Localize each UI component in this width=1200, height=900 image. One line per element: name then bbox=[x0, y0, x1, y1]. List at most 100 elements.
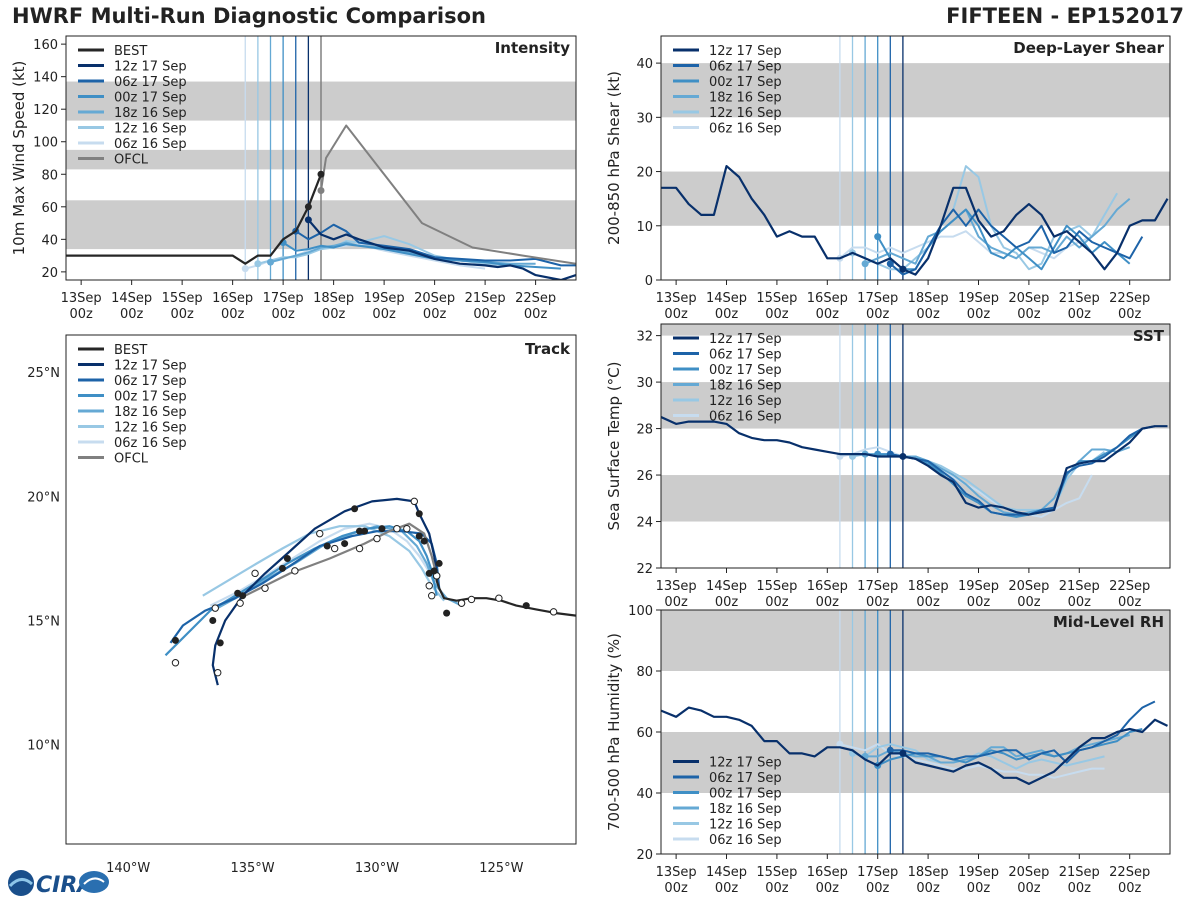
shear-y-tick-label: 30 bbox=[636, 111, 653, 126]
shear-x-tick-label: 13Sep bbox=[656, 291, 697, 306]
track-legend-label: 12z 17 Sep bbox=[114, 359, 187, 374]
intensity-x-tick-label: 00z bbox=[372, 307, 396, 322]
rh-series-line bbox=[877, 728, 1143, 767]
rh-x-tick-label: 00z bbox=[816, 881, 840, 896]
track-open-marker bbox=[316, 529, 324, 538]
rh-legend-label: 18z 16 Sep bbox=[709, 802, 782, 817]
cira-logo: CIRA bbox=[4, 866, 114, 900]
track-open-marker bbox=[291, 567, 299, 575]
shear-panel-title: Deep-Layer Shear bbox=[1013, 39, 1164, 57]
shear-y-tick-label: 40 bbox=[636, 57, 653, 72]
sst-legend-label: 18z 16 Sep bbox=[709, 379, 782, 394]
intensity-x-tick-label: 00z bbox=[473, 307, 497, 322]
rh-x-tick-label: 00z bbox=[967, 881, 991, 896]
sst-panel-title: SST bbox=[1133, 327, 1165, 345]
track-series-line bbox=[211, 497, 438, 686]
track-panel-title: Track bbox=[525, 340, 571, 358]
rh-y-tick-label: 20 bbox=[636, 848, 653, 863]
intensity-x-tick-label: 19Sep bbox=[364, 291, 405, 306]
rh-band bbox=[661, 610, 1170, 671]
sst-x-tick-label: 20Sep bbox=[1008, 579, 1049, 594]
track-open-marker bbox=[428, 592, 436, 600]
track-open-marker bbox=[393, 524, 401, 533]
track-filled-marker bbox=[351, 505, 359, 513]
track-x-tick-label: 140°W bbox=[106, 861, 150, 876]
track-filled-marker bbox=[435, 559, 443, 567]
shear-series-marker bbox=[886, 260, 894, 268]
intensity-y-tick-label: 40 bbox=[41, 233, 58, 248]
sst-y-tick-label: 30 bbox=[636, 376, 653, 391]
rh-x-tick-label: 22Sep bbox=[1109, 865, 1150, 880]
track-open-marker bbox=[236, 599, 244, 607]
track-series-line bbox=[164, 525, 438, 657]
shear-plot-area bbox=[661, 36, 1170, 280]
intensity-series-line bbox=[307, 219, 576, 280]
sst-series-line bbox=[661, 415, 1168, 516]
rh-series-marker bbox=[886, 746, 894, 754]
rh-legend-label: 06z 17 Sep bbox=[709, 771, 782, 786]
sst-band bbox=[661, 475, 1170, 522]
rh-x-tick-label: 16Sep bbox=[807, 865, 848, 880]
intensity-y-tick-label: 140 bbox=[33, 71, 58, 86]
intensity-legend-label: 18z 16 Sep bbox=[114, 106, 187, 121]
sst-y-axis-label: Sea Surface Temp (°C) bbox=[605, 361, 623, 530]
sst-x-tick-label: 15Sep bbox=[756, 579, 797, 594]
rh-y-tick-label: 40 bbox=[636, 787, 653, 802]
sst-plot-area bbox=[661, 324, 1170, 568]
track-open-marker bbox=[410, 497, 418, 506]
track-legend-label: BEST bbox=[114, 343, 147, 358]
rh-plot-area bbox=[661, 610, 1170, 854]
intensity-series-line bbox=[320, 124, 576, 265]
shear-legend-label: 12z 17 Sep bbox=[709, 44, 782, 59]
shear-series-marker bbox=[861, 260, 869, 268]
logo-cloud-icon bbox=[79, 871, 109, 893]
rh-x-tick-label: 00z bbox=[866, 881, 890, 896]
intensity-x-tick-label: 14Sep bbox=[111, 291, 152, 306]
track-legend-label: 06z 16 Sep bbox=[114, 436, 187, 451]
logo-globe-icon bbox=[8, 870, 34, 896]
rh-x-tick-label: 17Sep bbox=[857, 865, 898, 880]
sst-series-marker bbox=[899, 452, 907, 460]
track-y-tick-label: 25°N bbox=[27, 366, 60, 381]
track-filled-marker bbox=[341, 540, 349, 548]
sst-x-tick-label: 19Sep bbox=[958, 579, 999, 594]
intensity-legend-label: 12z 17 Sep bbox=[114, 60, 187, 75]
track-y-tick-label: 10°N bbox=[27, 739, 60, 754]
shear-series-line bbox=[839, 225, 1106, 260]
track-open-marker bbox=[403, 524, 411, 533]
sst-y-tick-label: 22 bbox=[636, 562, 653, 577]
shear-x-tick-label: 00z bbox=[816, 307, 840, 322]
rh-x-tick-label: 19Sep bbox=[958, 865, 999, 880]
intensity-y-tick-label: 160 bbox=[33, 38, 58, 53]
sst-x-tick-label: 13Sep bbox=[656, 579, 697, 594]
intensity-x-tick-label: 16Sep bbox=[212, 291, 253, 306]
rh-x-tick-label: 20Sep bbox=[1008, 865, 1049, 880]
sst-y-tick-label: 32 bbox=[636, 330, 653, 345]
track-open-marker bbox=[495, 594, 503, 602]
track-filled-marker bbox=[171, 636, 179, 644]
sst-legend-label: 06z 17 Sep bbox=[709, 348, 782, 363]
rh-x-tick-label: 00z bbox=[916, 881, 940, 896]
shear-band bbox=[661, 171, 1170, 226]
track-filled-marker bbox=[283, 554, 291, 562]
rh-x-tick-label: 13Sep bbox=[656, 865, 697, 880]
intensity-x-tick-label: 00z bbox=[170, 307, 194, 322]
intensity-y-tick-label: 100 bbox=[33, 136, 58, 151]
track-filled-marker bbox=[415, 532, 423, 540]
intensity-legend-label: OFCL bbox=[114, 153, 149, 168]
track-x-tick-label: 125°W bbox=[479, 861, 523, 876]
track-filled-marker bbox=[522, 602, 530, 610]
rh-series-line bbox=[890, 700, 1156, 764]
shear-series-line bbox=[661, 165, 1169, 276]
track-filled-marker bbox=[356, 527, 364, 535]
sst-x-tick-label: 16Sep bbox=[807, 579, 848, 594]
shear-series-marker bbox=[874, 233, 882, 241]
intensity-x-tick-label: 00z bbox=[120, 307, 144, 322]
intensity-series-line bbox=[66, 173, 323, 265]
intensity-series-line bbox=[295, 223, 576, 267]
intensity-x-tick-label: 13Sep bbox=[61, 291, 102, 306]
shear-x-tick-label: 00z bbox=[967, 307, 991, 322]
